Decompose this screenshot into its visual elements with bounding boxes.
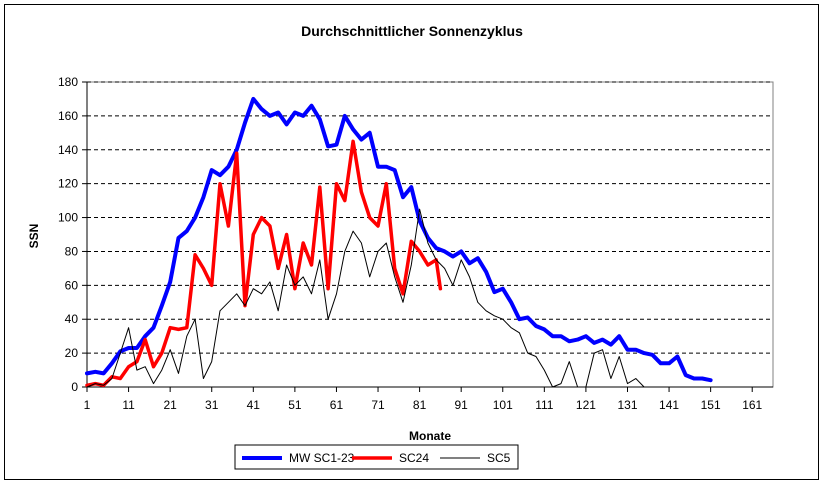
y-axis: 0 20 40 60 80 100 120 140 160 180 xyxy=(58,75,88,394)
x-tick-label: 41 xyxy=(247,398,261,412)
series-line-sc24 xyxy=(85,139,443,388)
chart-title: Durchschnittlicher Sonnenzyklus xyxy=(301,23,523,39)
y-tick-label: 100 xyxy=(58,211,78,225)
x-tick-label: 31 xyxy=(205,398,219,412)
series-line-mw-sc1-23 xyxy=(85,96,713,383)
x-tick-label: 21 xyxy=(163,398,177,412)
y-tick-label: 180 xyxy=(58,75,78,89)
x-tick-label: 51 xyxy=(288,398,302,412)
series-lines xyxy=(85,96,713,388)
x-tick-label: 91 xyxy=(455,398,469,412)
y-tick-label: 40 xyxy=(65,312,79,326)
x-tick-label: 151 xyxy=(701,398,721,412)
x-tick-label: 81 xyxy=(413,398,427,412)
x-tick-label: 111 xyxy=(535,398,554,412)
y-axis-title: SSN xyxy=(27,224,41,249)
x-tick-label: 121 xyxy=(576,398,596,412)
legend-label: MW SC1-23 xyxy=(289,451,355,465)
x-tick-label: 161 xyxy=(742,398,762,412)
x-tick-label: 101 xyxy=(493,398,513,412)
x-tick-label: 61 xyxy=(330,398,344,412)
grid-lines xyxy=(87,81,773,354)
x-axis: 1 11 21 31 41 51 61 71 81 91 101 111 121 131 141 151 161 xyxy=(84,386,773,412)
x-tick-label: 11 xyxy=(122,398,135,412)
y-tick-label: 140 xyxy=(58,143,78,157)
x-axis-title: Monate xyxy=(409,429,451,443)
legend-label: SC24 xyxy=(399,451,429,465)
legend-label: SC5 xyxy=(487,451,511,465)
y-tick-label: 120 xyxy=(58,177,78,191)
y-tick-label: 160 xyxy=(58,109,78,123)
x-tick-label: 131 xyxy=(617,398,637,412)
x-tick-label: 71 xyxy=(371,398,385,412)
x-tick-label: 141 xyxy=(659,398,679,412)
series-line-sc5 xyxy=(86,208,653,388)
y-tick-label: 60 xyxy=(65,278,79,292)
y-tick-label: 20 xyxy=(65,346,79,360)
plot-area xyxy=(86,81,774,388)
y-tick-label: 80 xyxy=(65,244,79,258)
legend: MW SC1-23 SC24 SC5 xyxy=(234,444,519,470)
x-tick-label: 1 xyxy=(84,398,91,412)
y-tick-label: 0 xyxy=(71,380,78,394)
